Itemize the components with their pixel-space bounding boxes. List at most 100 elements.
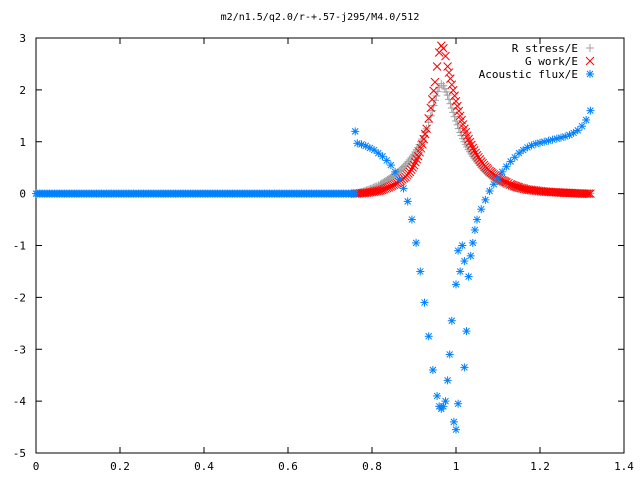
- data-point: [430, 77, 440, 87]
- data-point: [473, 215, 481, 224]
- x-tick-label: 1.2: [530, 460, 550, 473]
- data-point: [412, 238, 421, 247]
- series-layer: [32, 41, 595, 434]
- data-point: [432, 62, 442, 71]
- x-tick-label: 0: [33, 460, 40, 473]
- data-point: [452, 117, 460, 125]
- data-point: [502, 177, 511, 187]
- data-point: [465, 137, 475, 147]
- data-point: [444, 68, 454, 77]
- data-point: [452, 280, 460, 289]
- data-point: [408, 162, 417, 172]
- data-point: [351, 189, 360, 198]
- data-point: [569, 128, 578, 137]
- data-point: [399, 184, 408, 193]
- data-point: [379, 184, 389, 194]
- data-point: [419, 134, 429, 144]
- data-point: [460, 363, 469, 372]
- data-point: [374, 149, 383, 158]
- data-point: [409, 160, 419, 170]
- data-point: [464, 272, 473, 281]
- y-tick-label: -3: [13, 343, 26, 356]
- data-point: [427, 95, 437, 104]
- plot-frame: [35, 37, 625, 454]
- data-point: [447, 316, 456, 325]
- data-point: [381, 184, 390, 193]
- y-tick-label: 2: [19, 84, 26, 97]
- data-point: [454, 246, 463, 255]
- data-point: [441, 51, 450, 61]
- data-point: [439, 44, 448, 53]
- data-point: [420, 298, 429, 307]
- data-point: [372, 186, 382, 196]
- data-point: [411, 157, 420, 167]
- data-point: [454, 106, 464, 116]
- data-point: [515, 149, 523, 158]
- data-point: [516, 183, 526, 193]
- data-point: [386, 161, 395, 170]
- data-point: [544, 136, 553, 145]
- data-point: [513, 182, 522, 192]
- data-point: [586, 106, 595, 115]
- legend-marker: [585, 56, 595, 66]
- data-point: [421, 128, 430, 137]
- data-point: [514, 183, 524, 192]
- data-point: [351, 127, 360, 136]
- x-tick-label: 0.6: [278, 460, 298, 473]
- data-point: [456, 267, 465, 276]
- data-point: [586, 189, 595, 198]
- data-point: [376, 186, 385, 195]
- data-point: [370, 146, 379, 155]
- data-point: [452, 425, 460, 434]
- data-point: [467, 140, 476, 150]
- data-point: [485, 187, 494, 196]
- data-point: [518, 183, 527, 193]
- data-point: [584, 189, 594, 198]
- data-point: [424, 114, 434, 123]
- data-point: [462, 327, 471, 336]
- data-point: [412, 154, 422, 164]
- x-tick-label: 1: [453, 460, 460, 473]
- data-point: [464, 134, 473, 144]
- data-point: [481, 195, 490, 204]
- data-point: [422, 124, 431, 134]
- y-tick-label: -1: [13, 240, 26, 253]
- data-point: [443, 91, 452, 100]
- data-point: [448, 85, 458, 95]
- data-point: [450, 91, 459, 101]
- data-point: [377, 185, 387, 195]
- y-axis: -5 -4 -3 -2 -1 0 1 2 3: [13, 32, 624, 460]
- data-point: [403, 197, 412, 206]
- data-point: [418, 139, 427, 149]
- data-point: [451, 96, 461, 106]
- y-tick-label: 1: [19, 136, 26, 149]
- data-point: [441, 397, 450, 406]
- data-point: [469, 146, 479, 155]
- data-point: [458, 241, 467, 250]
- data-point: [443, 376, 452, 385]
- data-point: [582, 189, 592, 198]
- y-tick-label: -4: [13, 395, 27, 408]
- data-point: [450, 112, 459, 121]
- data-point: [498, 167, 507, 176]
- data-point: [405, 167, 415, 177]
- data-point: [466, 251, 475, 260]
- data-point: [426, 103, 436, 113]
- data-point: [407, 215, 416, 224]
- data-point: [429, 86, 438, 96]
- data-point: [468, 238, 477, 247]
- y-tick-label: 3: [19, 32, 26, 45]
- legend-label: Acoustic flux/E: [479, 68, 578, 81]
- series-2: [32, 106, 595, 434]
- y-tick-label: 0: [19, 188, 26, 201]
- data-point: [374, 186, 384, 196]
- x-tick-label: 0.2: [110, 460, 130, 473]
- data-point: [502, 162, 511, 171]
- x-tick-label: 1.4: [614, 460, 634, 473]
- data-point: [582, 115, 591, 124]
- data-point: [470, 225, 479, 234]
- data-point: [443, 62, 452, 71]
- y-tick-label: -2: [13, 291, 26, 304]
